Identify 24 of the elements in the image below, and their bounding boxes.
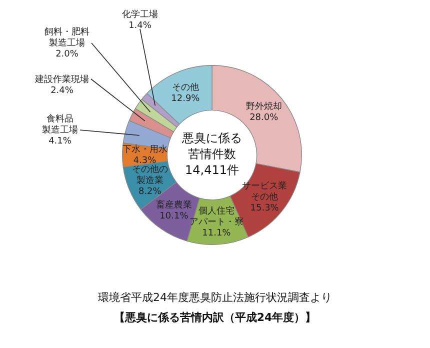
slice-label: その他 [172, 82, 199, 94]
data-label: 2.0% [56, 49, 79, 60]
slice-label: その他の製造業 [132, 164, 168, 186]
data-label: 10.1% [160, 211, 189, 222]
slice-label: 畜産農業 [156, 199, 192, 210]
slice-label: 化学工場 [122, 8, 158, 20]
slice-label: 野外焼却 [246, 101, 282, 112]
data-label: 28.0% [250, 113, 279, 124]
data-label: 8.2% [138, 187, 162, 198]
data-label: 2.4% [50, 86, 74, 96]
data-label: 4.3% [133, 156, 157, 166]
data-label: 11.1% [202, 228, 232, 238]
slice-label: 飼料・肥料製造工場 [44, 26, 90, 48]
slice-label: 下水・用水 [122, 144, 168, 155]
data-label: 15.3% [250, 203, 280, 214]
data-label: 12.9% [171, 94, 200, 104]
data-label: 1.4% [128, 20, 152, 31]
text: 環境省平成24年度悪臭防止法施行状況調査より [97, 290, 333, 305]
slice-label: 食料品製造工場 [42, 113, 78, 136]
slice-label: サービス業その他 [242, 180, 288, 202]
slice-label: 建設作業現場 [34, 74, 89, 85]
text: 【悪臭に係る苦情内訳（平成24年度）】 [112, 310, 318, 325]
data-label: 4.1% [48, 136, 72, 146]
text: 悪臭に係る苦情件数14,411件 [181, 131, 242, 178]
